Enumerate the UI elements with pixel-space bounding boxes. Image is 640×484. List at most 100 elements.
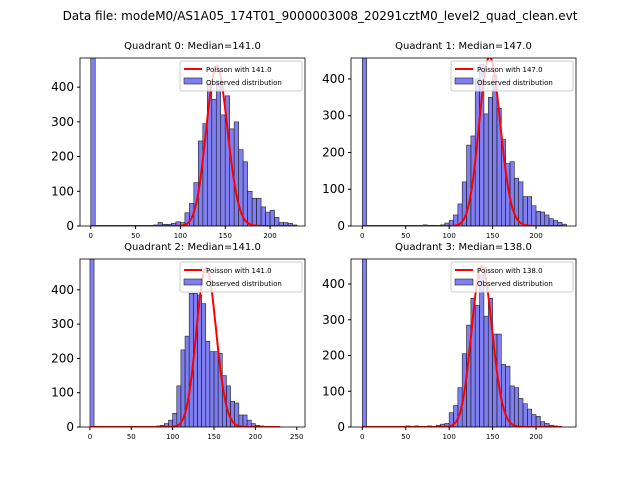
subplot-title: Quadrant 3: Median=138.0 <box>395 242 532 253</box>
histogram-bar <box>205 340 211 427</box>
legend-label-observed: Observed distribution <box>477 280 553 288</box>
subplot-title: Quadrant 1: Median=147.0 <box>395 41 532 52</box>
histogram-bar <box>211 99 217 226</box>
y-tick-label: 100 <box>322 182 345 196</box>
histogram-bar <box>265 211 271 226</box>
poisson-curve <box>89 266 281 427</box>
histogram-bar <box>527 196 532 226</box>
y-tick-label: 200 <box>51 150 74 164</box>
histogram-bar <box>522 196 528 226</box>
histogram-bar <box>514 387 519 427</box>
histogram-bar <box>500 364 506 427</box>
histogram-bar <box>274 217 280 226</box>
histogram-bar <box>483 315 489 427</box>
histogram-bar <box>269 210 275 226</box>
legend-box <box>179 60 303 92</box>
histogram-bar <box>518 398 524 427</box>
legend: Poisson with 141.0 Observed distribution <box>179 60 303 92</box>
y-tick-label: 400 <box>322 72 345 86</box>
histogram-bar <box>251 197 257 226</box>
legend-label-observed: Observed distribution <box>477 79 553 87</box>
legend-patch-icon <box>183 278 203 286</box>
plot-area <box>361 58 567 226</box>
histogram-bar <box>535 415 541 427</box>
x-tick-label: 50 <box>131 232 140 240</box>
legend-label-observed: Observed distribution <box>206 280 282 288</box>
legend-box <box>179 261 303 293</box>
x-tick-label: 100 <box>166 433 179 441</box>
histogram-bar <box>527 408 532 427</box>
legend: Poisson with 138.0 Observed distribution <box>450 261 574 293</box>
legend-box <box>450 60 574 92</box>
y-tick-label: 200 <box>322 145 345 159</box>
axes-frame <box>350 57 577 227</box>
histogram-bar <box>492 74 498 226</box>
y-tick-label: 200 <box>322 349 345 363</box>
x-tick-label: 100 <box>442 433 455 441</box>
subplot-1: 0 50 100 150 200 0 100 200 300 400 Quadrant 1: Med… <box>322 41 577 240</box>
x-tick-label: 200 <box>249 433 262 441</box>
x-tick-label: 50 <box>127 433 136 441</box>
x-tick-label: 150 <box>486 433 499 441</box>
suptitle: Data file: modeM0/AS1A05_174T01_90000030… <box>63 9 578 23</box>
x-tick-label: 0 <box>360 232 364 240</box>
histogram-bar <box>509 161 515 226</box>
y-tick-label: 400 <box>51 283 74 297</box>
plot-area <box>361 259 563 427</box>
x-tick-label: 0 <box>360 433 364 441</box>
axes-frame <box>79 258 306 428</box>
histogram-bar <box>544 214 550 226</box>
histogram-bar <box>201 303 207 427</box>
histogram-bar <box>242 414 248 427</box>
legend-label-poisson: Poisson with 147.0 <box>477 66 543 74</box>
histogram-bar <box>260 206 266 226</box>
x-tick-label: 50 <box>401 232 410 240</box>
histogram-bar <box>215 79 222 226</box>
histogram-bar <box>518 181 524 226</box>
y-tick-label: 300 <box>51 115 74 129</box>
x-tick-label: 200 <box>529 433 542 441</box>
histogram-bar <box>209 351 215 427</box>
poisson-curve <box>90 65 297 226</box>
x-tick-label: 50 <box>401 433 410 441</box>
legend: Poisson with 147.0 Observed distribution <box>450 60 574 92</box>
histogram-bar <box>487 97 493 226</box>
y-tick-label: 0 <box>66 420 74 434</box>
y-tick-label: 0 <box>66 219 74 233</box>
histogram-bar <box>233 121 239 226</box>
histogram-bar <box>90 58 96 226</box>
y-tick-label: 300 <box>51 317 74 331</box>
legend-box <box>450 261 574 293</box>
subplot-2: 0 50 100 150 200 250 0 100 200 300 400 Quadrant 2: … <box>51 242 306 441</box>
histogram-bar <box>361 58 367 226</box>
histogram-bar <box>466 144 472 226</box>
x-tick-label: 100 <box>442 232 455 240</box>
x-tick-label: 0 <box>89 232 93 240</box>
axes-frame <box>350 258 577 428</box>
legend-label-observed: Observed distribution <box>206 79 282 87</box>
legend-label-poisson: Poisson with 141.0 <box>206 66 272 74</box>
histogram-bar <box>548 218 554 226</box>
x-tick-label: 200 <box>263 232 276 240</box>
y-tick-label: 100 <box>51 386 74 400</box>
histogram-bar <box>172 412 178 427</box>
legend-patch-icon <box>454 278 474 286</box>
subplot-title: Quadrant 0: Median=141.0 <box>124 41 261 52</box>
y-tick-label: 400 <box>51 80 74 94</box>
y-tick-label: 0 <box>337 219 345 233</box>
legend-label-poisson: Poisson with 141.0 <box>206 267 272 275</box>
histogram-bar <box>561 223 567 226</box>
histogram-bar <box>220 114 226 226</box>
plot-area <box>90 58 298 226</box>
histogram-bar <box>474 305 480 427</box>
y-tick-label: 100 <box>51 184 74 198</box>
x-tick-label: 150 <box>219 232 232 240</box>
histogram-bar <box>540 211 546 226</box>
y-tick-label: 300 <box>322 313 345 327</box>
histogram-bar <box>287 222 293 226</box>
x-tick-label: 150 <box>486 232 499 240</box>
histogram-bar <box>509 385 515 427</box>
histogram-bar <box>522 403 528 427</box>
